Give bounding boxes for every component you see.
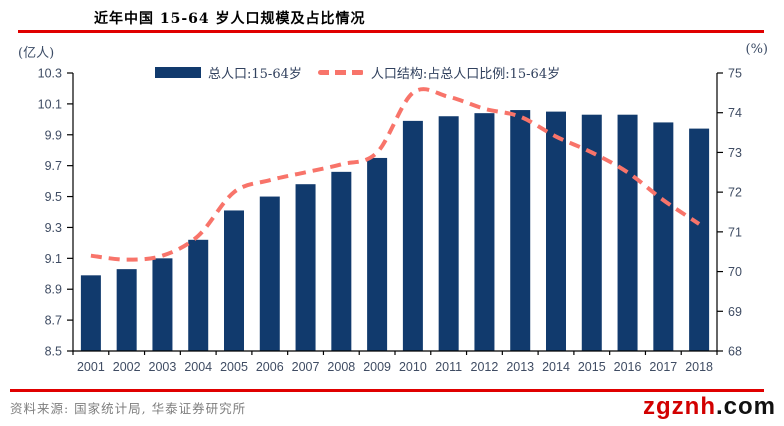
x-axis-label: 2018 (685, 360, 713, 374)
x-axis-label: 2007 (292, 360, 320, 374)
bar (224, 210, 244, 351)
right-axis-tick-label: 75 (728, 67, 742, 81)
right-axis-tick-label: 73 (728, 146, 742, 160)
right-axis-tick-label: 68 (728, 345, 742, 359)
x-axis-label: 2015 (578, 360, 606, 374)
x-axis-label: 2014 (542, 360, 570, 374)
right-axis-tick-label: 69 (728, 305, 742, 319)
bar (546, 111, 566, 351)
line-series-swatch-icon (317, 70, 364, 75)
bar (510, 110, 531, 351)
bar (581, 114, 602, 351)
left-axis-tick-label: 9.1 (45, 252, 62, 266)
right-axis-tick-label: 72 (728, 186, 742, 200)
x-axis-label: 2001 (77, 360, 105, 374)
x-axis-label: 2011 (435, 360, 462, 374)
watermark-suffix: .com (715, 393, 776, 420)
trend-line (90, 87, 701, 262)
bar (80, 275, 101, 351)
bar (259, 196, 280, 351)
title-divider-rule (18, 30, 764, 33)
right-axis-tick-label: 74 (728, 106, 742, 120)
left-axis-tick-label: 9.7 (45, 159, 62, 173)
x-axis-label: 2009 (363, 360, 391, 374)
x-axis-label: 2010 (399, 360, 427, 374)
bar (188, 239, 209, 351)
bar (367, 157, 388, 351)
bar-series-label: 总人口:15-64岁 (208, 67, 302, 82)
bar (116, 269, 137, 351)
x-axis-label: 2008 (327, 360, 355, 374)
bar (438, 116, 459, 351)
source-note: 资料来源: 国家统计局, 华泰证券研究所 (10, 401, 247, 416)
bar-series-swatch-icon (155, 67, 201, 78)
x-axis-label: 2006 (256, 360, 284, 374)
x-axis-label: 2004 (184, 360, 212, 374)
legend-item-line-series: 人口结构:占总人口比例:15-64岁 (317, 63, 561, 82)
watermark: zgznh.com (643, 393, 776, 421)
left-axis-tick-label: 10.1 (38, 97, 62, 111)
right-axis-tick-label: 70 (728, 265, 742, 279)
left-axis-tick-label: 10.3 (38, 67, 62, 81)
bar (474, 113, 495, 352)
x-axis-label: 2016 (614, 360, 642, 374)
left-axis-tick-label: 8.7 (45, 314, 62, 328)
bar (617, 114, 638, 351)
chart-title: 近年中国 15-64 岁人口规模及占比情况 (94, 11, 366, 27)
bar (152, 258, 173, 351)
left-axis-tick-label: 8.9 (45, 283, 62, 297)
bar (653, 122, 674, 351)
footer-divider-rule (10, 389, 764, 392)
bar (689, 128, 710, 351)
bar (402, 120, 423, 351)
x-axis-label: 2012 (471, 360, 499, 374)
x-axis-label: 2002 (113, 360, 141, 374)
x-axis-label: 2003 (149, 360, 177, 374)
chart-legend: 总人口:15-64岁 人口结构:占总人口比例:15-64岁 (155, 63, 560, 82)
left-axis-tick-label: 9.9 (45, 128, 62, 142)
left-axis-tick-label: 9.5 (45, 190, 62, 204)
left-axis-tick-label: 9.3 (45, 221, 62, 235)
legend-item-bar-series: 总人口:15-64岁 (155, 63, 302, 82)
left-axis-tick-label: 8.5 (45, 345, 62, 359)
x-axis-label: 2013 (506, 360, 534, 374)
x-axis-label: 2017 (649, 360, 677, 374)
line-series-label: 人口结构:占总人口比例:15-64岁 (370, 67, 561, 82)
x-axis-label: 2005 (220, 360, 248, 374)
right-axis-unit-label: (%) (745, 42, 769, 57)
left-axis-unit-label: (亿人) (18, 46, 55, 61)
bar (295, 184, 316, 351)
bar (331, 171, 352, 351)
right-axis-tick-label: 71 (728, 225, 742, 239)
watermark-brand: zgznh (643, 393, 716, 420)
